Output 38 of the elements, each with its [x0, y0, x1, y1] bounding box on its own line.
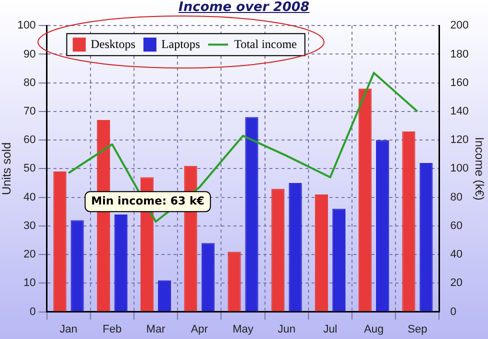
y-tick-label: 100 — [17, 20, 36, 32]
x-tick-label: Sep — [408, 323, 428, 336]
x-tick-label: Jul — [323, 323, 338, 336]
y-axis-title: Units sold — [0, 142, 14, 196]
chart-title: Income over 2008 — [178, 0, 310, 15]
y-tick-label: 90 — [24, 48, 36, 60]
y2-tick-label: 160 — [450, 76, 469, 89]
y-tick-label: 80 — [24, 76, 36, 89]
y-tick-label: 40 — [24, 191, 36, 204]
y2-tick-label: 180 — [450, 48, 469, 60]
y2-tick-label: 40 — [450, 248, 462, 261]
y-tick-label: 70 — [24, 105, 36, 118]
x-tick-label: Mar — [146, 323, 166, 336]
y2-tick-label: 120 — [450, 134, 469, 146]
legend-label: Desktops — [90, 36, 136, 51]
x-tick-label: Jun — [278, 323, 296, 336]
legend-label: Total income — [234, 36, 297, 51]
x-tick-label: Jan — [60, 323, 78, 336]
y2-tick-label: 60 — [450, 220, 462, 232]
y2-tick-label: 200 — [450, 20, 469, 32]
y2-tick-label: 140 — [450, 105, 469, 118]
y2-tick-label: 80 — [450, 191, 462, 204]
y-tick-label: 60 — [24, 134, 36, 146]
x-tick-label: Aug — [364, 323, 384, 336]
y2-tick-label: 100 — [450, 162, 469, 175]
y-tick-label: 20 — [24, 248, 36, 261]
x-tick-label: Feb — [102, 323, 122, 336]
y-tick-label: 10 — [24, 277, 36, 290]
annotation: Min income: 63 k€ — [91, 194, 204, 208]
y2-tick-label: 20 — [450, 277, 462, 290]
y-tick-label: 30 — [24, 220, 36, 232]
y2-tick-label: 0 — [450, 306, 456, 318]
legend-label: Laptops — [161, 36, 200, 51]
x-tick-label: May — [232, 323, 254, 336]
y-tick-label: 50 — [24, 162, 36, 175]
y2-axis-title: Income (k€) — [472, 137, 486, 200]
x-tick-label: Apr — [190, 323, 208, 336]
y-tick-label: 0 — [30, 306, 36, 318]
